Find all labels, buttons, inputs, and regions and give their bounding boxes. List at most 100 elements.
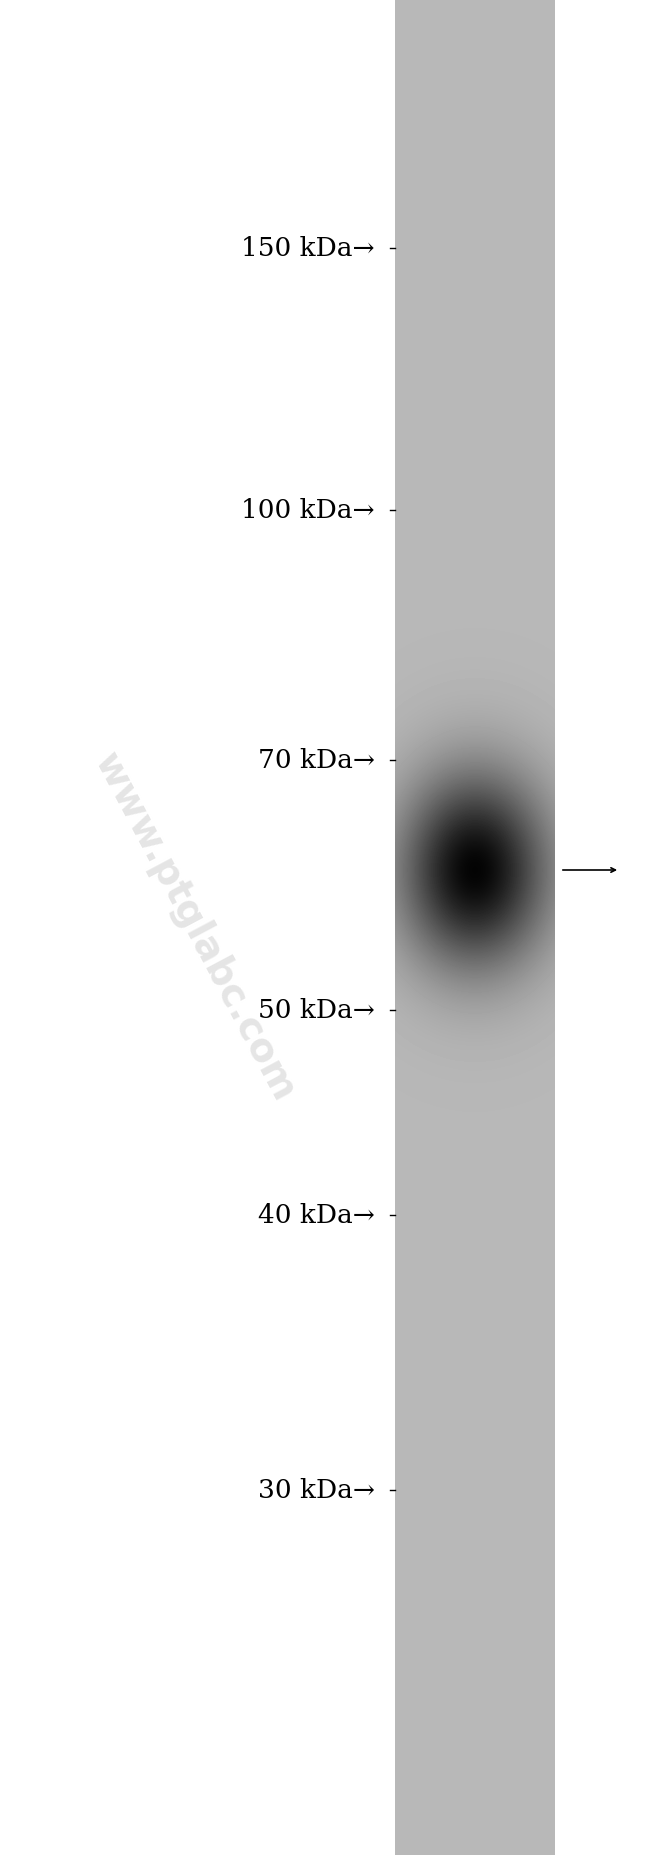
Bar [395,916,555,918]
Bar [395,1499,555,1501]
Bar [395,271,555,273]
Bar [395,837,555,840]
Bar [395,818,555,820]
Bar [395,1671,555,1675]
Bar [395,540,555,542]
Bar [395,892,555,896]
Bar [395,1777,555,1779]
Bar [395,857,555,861]
Bar [395,1093,555,1094]
Bar [395,1337,555,1341]
Bar [395,953,555,955]
Bar [395,1567,555,1569]
Bar [395,1443,555,1445]
Bar [395,230,555,232]
Bar [395,1215,555,1217]
Bar [395,323,555,325]
Bar [395,868,555,870]
Bar [395,1410,555,1412]
Bar [395,788,555,790]
Bar [395,1790,555,1792]
Bar [395,1154,555,1158]
Bar [395,1378,555,1380]
Bar [395,701,555,703]
Bar [395,1799,555,1801]
Bar [395,1336,555,1337]
Bar [395,1736,555,1740]
Bar [395,1347,555,1350]
Bar [395,675,555,677]
Bar [395,955,555,957]
Bar [395,148,555,150]
Bar [395,150,555,154]
Bar [395,1772,555,1773]
Bar [395,163,555,165]
Bar [395,306,555,308]
Bar [395,1048,555,1050]
Bar [395,1447,555,1449]
Bar [395,260,555,262]
Bar [395,825,555,827]
Bar [395,330,555,332]
Bar [395,1241,555,1243]
Bar [395,957,555,961]
Bar [395,1388,555,1389]
Bar [395,673,555,675]
Bar [395,992,555,994]
Bar [395,1536,555,1538]
Bar [395,1204,555,1206]
Bar [395,1759,555,1760]
Bar [395,1666,555,1668]
Text: 50 kDa→: 50 kDa→ [258,998,375,1022]
Bar [395,553,555,555]
Bar [395,427,555,429]
Bar [395,1148,555,1150]
Bar [395,95,555,96]
Bar [395,1530,555,1532]
Bar [395,556,555,558]
Bar [395,872,555,874]
Bar [395,41,555,45]
Bar [395,573,555,575]
Bar [395,1159,555,1161]
Bar [395,512,555,516]
Bar [395,1783,555,1786]
Bar [395,1781,555,1783]
Bar [395,647,555,649]
Bar [395,1152,555,1154]
Bar [395,590,555,592]
Bar [395,139,555,141]
Bar [395,278,555,280]
Bar [395,538,555,540]
Bar [395,1273,555,1276]
Text: www.ptglabc.com: www.ptglabc.com [86,746,304,1109]
Bar [395,141,555,143]
Bar [395,733,555,735]
Bar [395,1013,555,1017]
Bar [395,692,555,694]
Bar [395,386,555,388]
Bar [395,1625,555,1629]
Bar [395,1375,555,1378]
Bar [395,731,555,733]
Bar [395,1083,555,1085]
Bar [395,1165,555,1167]
Bar [395,592,555,594]
Bar [395,1158,555,1159]
Bar [395,1007,555,1009]
Bar [395,518,555,519]
Bar [395,935,555,937]
Bar [395,219,555,221]
Bar [395,911,555,915]
Bar [395,1657,555,1658]
Bar [395,1402,555,1406]
Bar [395,638,555,640]
Bar [395,332,555,334]
Bar [395,1760,555,1762]
Bar [395,753,555,757]
Bar [395,603,555,605]
Bar [395,1523,555,1527]
Bar [395,462,555,464]
Bar [395,1616,555,1618]
Bar [395,1217,555,1221]
